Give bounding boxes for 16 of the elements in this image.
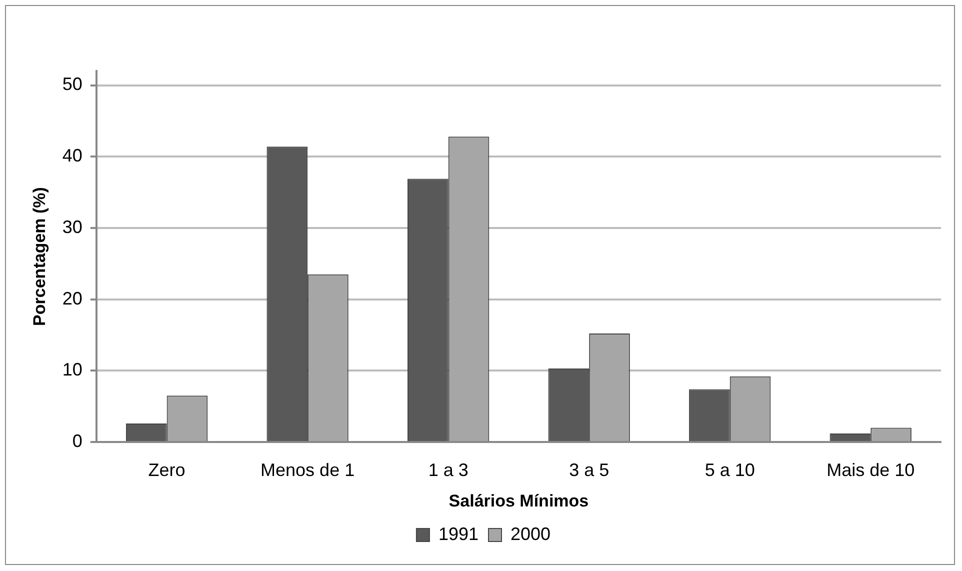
y-tick-label: 50: [62, 74, 82, 94]
y-tick-label: 30: [62, 216, 82, 237]
x-axis-title: Salários Mínimos: [448, 491, 589, 510]
y-tick-label: 10: [62, 360, 82, 380]
x-tick-label: Menos de 1: [260, 460, 355, 480]
y-tick-label: 20: [62, 288, 82, 308]
x-tick-label: 5 a 10: [704, 460, 755, 480]
x-tick-label: 3 a 5: [569, 460, 610, 480]
y-tick-label: 0: [72, 430, 82, 451]
legend-label: 2000: [510, 524, 551, 544]
x-tick-label: 1 a 3: [428, 460, 468, 480]
legend-label: 1991: [438, 524, 479, 544]
x-tick-label: Zero: [148, 460, 186, 480]
x-tick-label: Mais de 10: [826, 460, 915, 480]
y-tick-label: 40: [62, 146, 82, 166]
y-axis-title: Porcentagem (%): [30, 187, 49, 326]
